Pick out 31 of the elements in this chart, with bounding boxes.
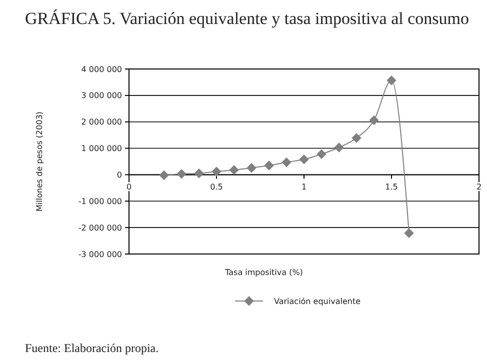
point: [264, 160, 274, 170]
point: [176, 169, 186, 179]
legend-label: Variación equivalente: [274, 296, 361, 306]
point: [334, 142, 344, 152]
y-tick-label: -1 000 000: [78, 196, 122, 206]
y-tick-label: -2 000 000: [78, 223, 122, 232]
point: [194, 168, 204, 178]
y-tick-label: 2 000 000: [81, 118, 122, 127]
y-axis-title: Millones de pesos (2003): [35, 111, 44, 212]
point: [299, 154, 309, 164]
point: [282, 157, 292, 168]
point: [352, 133, 362, 143]
point: [386, 76, 396, 86]
x-tick-label: 0.5: [210, 182, 223, 192]
point: [159, 170, 169, 180]
point: [404, 228, 414, 238]
y-tick-label: 4 000 000: [81, 64, 122, 74]
y-tick-label: 3 000 000: [81, 91, 122, 100]
y-tick-label: 1 000 000: [81, 144, 122, 154]
x-tick-label: 1.5: [385, 182, 398, 192]
source-note: Fuente: Elaboración propia.: [25, 341, 159, 355]
point: [229, 165, 239, 175]
y-tick-label: -3 000 000: [78, 250, 122, 259]
point: [212, 166, 222, 176]
point: [316, 149, 326, 159]
chart-title: GRÁFICA 5. Variación equivalente y tasa impositiva al consumo: [25, 9, 469, 28]
y-tick-label: 0: [116, 170, 122, 180]
point: [369, 115, 379, 126]
point: [246, 162, 256, 173]
x-tick-label: 1: [301, 182, 307, 192]
x-axis-title: Tasa impositiva (%): [224, 268, 303, 277]
